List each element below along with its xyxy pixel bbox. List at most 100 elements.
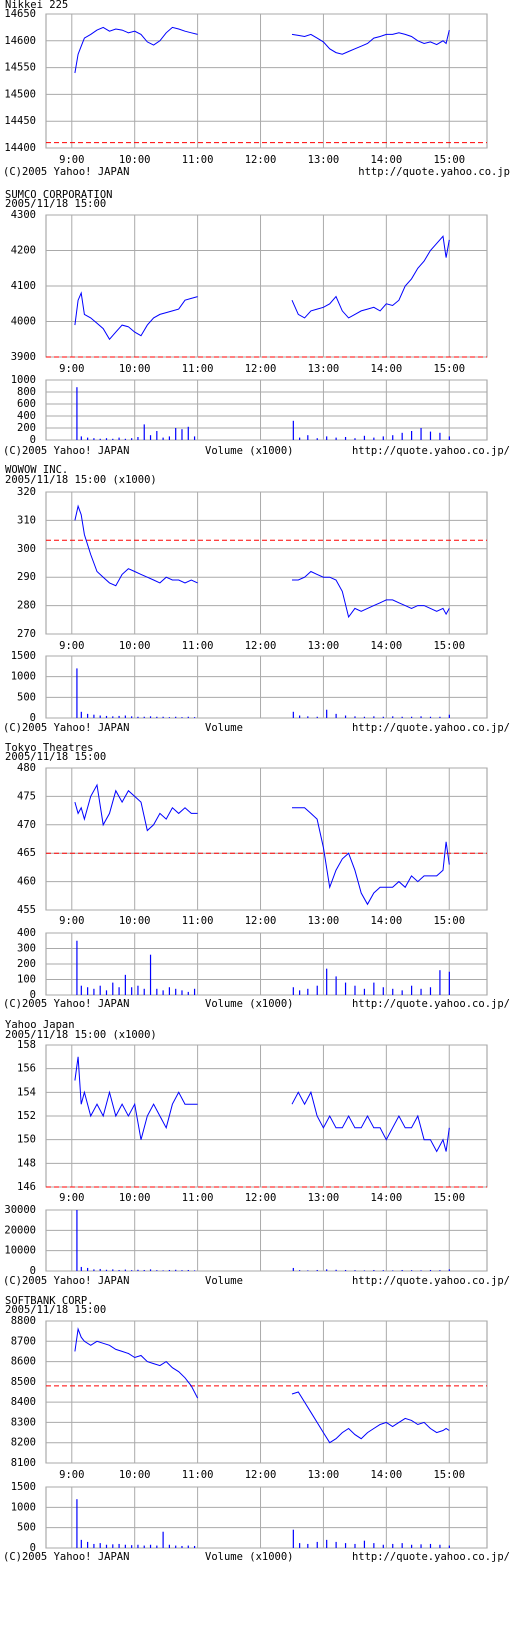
volume-bar xyxy=(373,1543,375,1548)
volume-bar xyxy=(99,715,101,718)
volume-bar xyxy=(335,437,337,440)
price-line xyxy=(74,783,450,906)
price-line xyxy=(74,1327,450,1444)
volume-bar xyxy=(363,1540,366,1548)
copyright: (C)2005 Yahoo! JAPAN xyxy=(3,1551,129,1563)
price-line xyxy=(74,1056,450,1153)
volume-bar xyxy=(420,1544,422,1548)
volume-bar xyxy=(439,716,441,718)
x-tick-label: 12:00 xyxy=(245,640,277,652)
y-tick-label: 8200 xyxy=(11,1437,36,1449)
y-tick-label: 465 xyxy=(17,847,36,859)
volume-bar xyxy=(76,940,78,995)
y-tick-label: 280 xyxy=(17,600,36,612)
volume-bar xyxy=(382,1270,384,1271)
volume-bar xyxy=(299,990,301,995)
x-tick-label: 14:00 xyxy=(371,363,403,375)
volume-bar xyxy=(316,716,318,718)
volume-bar xyxy=(149,435,152,440)
x-tick-label: 10:00 xyxy=(119,640,151,652)
volume-bar xyxy=(181,1270,183,1271)
volume-bar xyxy=(137,1269,139,1271)
chart-subtitle: 2005/11/18 15:00 xyxy=(5,1304,106,1316)
volume-bar xyxy=(448,971,450,995)
x-tick-label: 12:00 xyxy=(245,915,277,927)
x-tick-label: 9:00 xyxy=(59,915,84,927)
volume-bar xyxy=(149,716,152,718)
chart-subtitle: 2005/11/18 15:00 (x1000) xyxy=(5,474,157,486)
volume-bar xyxy=(193,717,196,718)
volume-bar xyxy=(137,437,139,440)
y-tick-label: 1000 xyxy=(11,671,36,683)
volume-bar xyxy=(420,716,422,718)
volume-bar xyxy=(429,987,432,995)
price-line xyxy=(74,26,450,74)
plot-area xyxy=(45,1320,488,1464)
x-tick-label: 15:00 xyxy=(433,363,465,375)
copyright: (C)2005 Yahoo! JAPAN xyxy=(3,722,129,734)
volume-bar xyxy=(448,714,450,718)
y-tick-label: 14450 xyxy=(4,115,36,127)
volume-bar xyxy=(76,668,78,718)
y-tick-label: 8800 xyxy=(11,1315,36,1327)
copyright: (C)2005 Yahoo! JAPAN xyxy=(3,166,129,178)
volume-bar xyxy=(354,985,356,995)
copyright: (C)2005 Yahoo! JAPAN xyxy=(3,998,129,1010)
x-tick-label: 15:00 xyxy=(433,154,465,166)
volume-bar xyxy=(143,424,145,440)
x-tick-label: 14:00 xyxy=(371,1192,403,1204)
volume-bar xyxy=(344,715,347,718)
volume-bar xyxy=(112,1269,114,1271)
volume-bar xyxy=(193,1270,196,1271)
y-tick-label: 8400 xyxy=(11,1396,36,1408)
volume-bar xyxy=(411,1544,413,1548)
volume-bar xyxy=(411,985,413,995)
chart-subtitle: 2005/11/18 15:00 (x1000) xyxy=(5,1029,157,1041)
y-tick-label: 14500 xyxy=(4,88,36,100)
volume-bar xyxy=(156,1545,158,1548)
x-tick-label: 13:00 xyxy=(308,363,340,375)
x-tick-label: 11:00 xyxy=(182,154,214,166)
volume-bar xyxy=(137,1544,139,1548)
volume-bar xyxy=(316,985,318,995)
source-url: http://quote.yahoo.co.jp/ xyxy=(352,1275,510,1287)
volume-bar xyxy=(420,1270,422,1271)
x-tick-label: 9:00 xyxy=(59,154,84,166)
volume-bar xyxy=(175,988,177,995)
volume-bar xyxy=(392,716,394,718)
volume-bar xyxy=(93,1269,95,1271)
volume-bar xyxy=(401,432,403,440)
y-tick-label: 4000 xyxy=(11,316,36,328)
x-tick-label: 12:00 xyxy=(245,1469,277,1481)
volume-label: Volume xyxy=(205,722,243,734)
volume-bar xyxy=(162,1531,164,1548)
volume-bar xyxy=(80,436,82,440)
volume-bar xyxy=(439,970,441,995)
x-tick-label: 10:00 xyxy=(119,1469,151,1481)
volume-bar xyxy=(93,1543,95,1548)
volume-bar xyxy=(143,1545,145,1548)
y-tick-label: 270 xyxy=(17,628,36,640)
volume-bar xyxy=(124,715,126,718)
volume-bar xyxy=(162,437,164,440)
volume-bar xyxy=(118,715,120,718)
volume-bar xyxy=(76,1499,78,1548)
volume-bar xyxy=(392,435,394,440)
plot-area xyxy=(45,1486,488,1549)
source-url: http://quote.yahoo.co.jp xyxy=(358,166,510,178)
y-tick-label: 0 xyxy=(30,434,36,446)
volume-bar xyxy=(299,1270,301,1271)
y-tick-label: 20000 xyxy=(4,1224,36,1236)
volume-bar xyxy=(373,1269,375,1271)
volume-bar xyxy=(401,716,403,718)
x-tick-label: 14:00 xyxy=(371,1469,403,1481)
volume-bar xyxy=(326,1269,328,1271)
volume-bar xyxy=(112,1544,114,1548)
y-tick-label: 0 xyxy=(30,1265,36,1277)
volume-bar xyxy=(181,1545,183,1548)
volume-bar xyxy=(316,1269,318,1271)
y-tick-label: 460 xyxy=(17,876,36,888)
volume-bar xyxy=(299,715,301,718)
volume-bar xyxy=(105,990,108,995)
volume-bar xyxy=(137,716,139,718)
